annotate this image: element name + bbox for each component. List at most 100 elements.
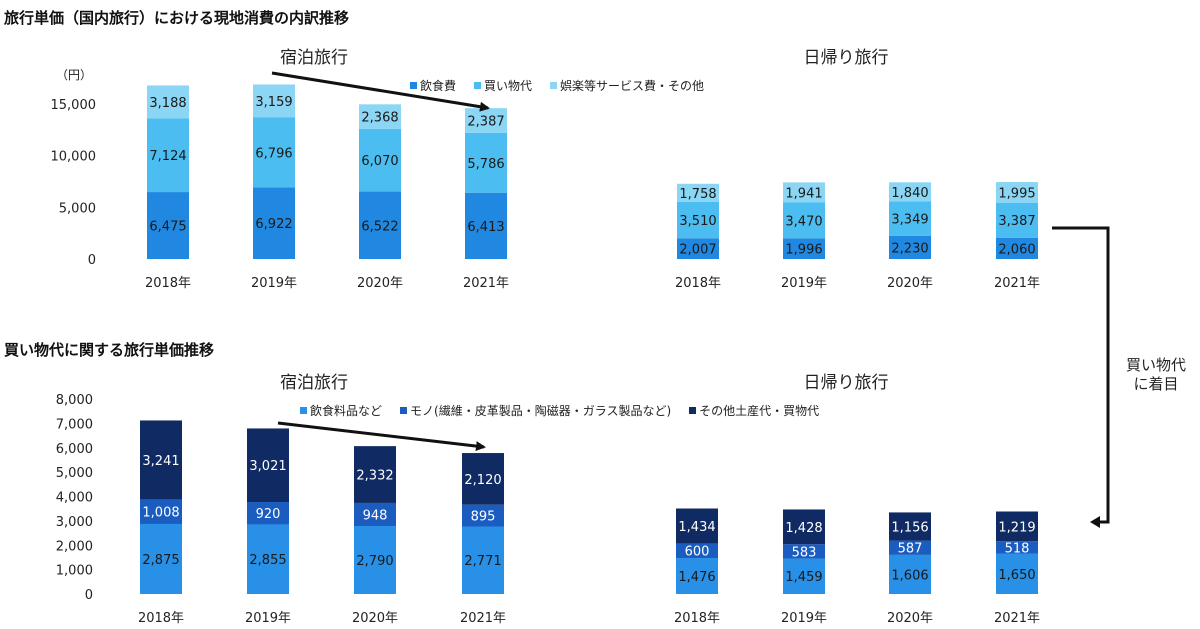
bar-segment [253, 187, 295, 259]
legend-label-food: 飲食費 [420, 79, 457, 93]
bar-segment [359, 128, 401, 192]
data-label: 2,230 [891, 241, 928, 256]
legend-swatch-shopping [474, 82, 482, 89]
data-label: 3,349 [891, 213, 928, 228]
bar-segment [783, 182, 825, 203]
data-label: 6,070 [361, 154, 398, 169]
category-label: 2019年 [781, 276, 827, 291]
bar-segment [465, 108, 507, 133]
data-label: 1,008 [142, 506, 179, 521]
category-label: 2021年 [460, 611, 506, 626]
category-label: 2018年 [145, 276, 191, 291]
bar-segment [783, 509, 825, 545]
bar-segment [359, 104, 401, 129]
y-tick-label: 0 [88, 253, 96, 268]
legend-item-goods: モノ(繊維・皮革製品・陶磁器・ガラス製品など) [400, 402, 671, 419]
bar-segment [462, 504, 504, 527]
data-label: 6,522 [361, 219, 398, 234]
bar-segment [783, 202, 825, 239]
bottom-section-title: 買い物代に関する旅行単価推移 [4, 341, 215, 359]
bottom-overnight-title: 宿泊旅行 [280, 373, 348, 393]
bar-segment [354, 526, 396, 594]
bar-segment [462, 453, 504, 505]
top-section-title: 旅行単価（国内旅行）における現地消費の内訳推移 [4, 9, 350, 27]
bar-segment [676, 508, 718, 544]
y-tick-label: 1,000 [56, 564, 93, 579]
legend-item-entertainment: 娯楽等サービス費・その他 [550, 77, 704, 94]
data-label: 2,007 [679, 243, 716, 258]
data-label: 6,475 [149, 220, 186, 235]
bar-segment [253, 117, 295, 188]
bar-segment [147, 192, 189, 259]
bar-segment [996, 182, 1038, 203]
category-label: 2018年 [674, 611, 720, 626]
data-label: 587 [898, 542, 923, 557]
data-label: 6,413 [467, 220, 504, 235]
legend-item-other-souvenirs: その他土産代・買物代 [689, 402, 819, 419]
bar-segment [677, 201, 719, 239]
focus-connector-arrowhead [1090, 516, 1100, 528]
bar-segment [996, 541, 1038, 554]
bar-segment [677, 238, 719, 259]
bar-segment [354, 502, 396, 527]
bar-segment [253, 84, 295, 118]
bar-segment [359, 191, 401, 259]
y-tick-label: 15,000 [51, 98, 97, 113]
bar-segment [140, 523, 182, 594]
legend-item-shopping: 買い物代 [474, 77, 532, 94]
bar-segment [147, 85, 189, 119]
data-label: 7,124 [149, 149, 186, 164]
data-label: 600 [685, 545, 710, 560]
category-label: 2021年 [994, 611, 1040, 626]
data-label: 3,510 [679, 214, 716, 229]
category-label: 2018年 [138, 611, 184, 626]
data-label: 1,219 [998, 520, 1035, 535]
bar-segment [677, 183, 719, 202]
data-label: 948 [363, 508, 388, 523]
data-label: 2,332 [356, 469, 393, 484]
legend-label-shopping: 買い物代 [484, 79, 533, 93]
side-note-line1: 買い物代 [1125, 356, 1186, 374]
bar-segment [465, 192, 507, 259]
bar-segment [462, 526, 504, 594]
data-label: 1,995 [998, 186, 1035, 201]
bar-segment [465, 132, 507, 193]
legend-item-food: 飲食費 [410, 77, 456, 94]
top-trend-arrow [271, 71, 490, 112]
data-label: 583 [792, 545, 817, 560]
data-label: 3,159 [255, 95, 292, 110]
bar-segment [996, 202, 1038, 238]
category-label: 2020年 [887, 611, 933, 626]
data-label: 2,790 [356, 554, 393, 569]
category-label: 2020年 [352, 611, 398, 626]
bar-segment [783, 558, 825, 594]
top-overnight-title: 宿泊旅行 [280, 48, 348, 68]
bar-segment [996, 511, 1038, 542]
data-label: 1,840 [891, 186, 928, 201]
bar-segment [783, 544, 825, 559]
bottom-legend: 飲食料品など モノ(繊維・皮革製品・陶磁器・ガラス製品など) その他土産代・買物… [300, 402, 819, 419]
category-label: 2019年 [245, 611, 291, 626]
data-label: 1,758 [679, 187, 716, 202]
data-label: 1,156 [891, 520, 928, 535]
category-label: 2020年 [887, 276, 933, 291]
bar-segment [889, 512, 931, 541]
legend-label-other-souvenirs: その他土産代・買物代 [699, 404, 820, 418]
data-label: 1,476 [678, 570, 715, 585]
side-note: 買い物代 に着目 [1112, 356, 1200, 394]
bar-segment [783, 238, 825, 259]
data-label: 2,771 [464, 554, 501, 569]
data-label: 3,470 [785, 214, 822, 229]
bar-segment [140, 420, 182, 500]
bar-segment [354, 446, 396, 503]
data-label: 920 [256, 507, 281, 522]
bar-segment [889, 554, 931, 594]
data-label: 2,855 [249, 553, 286, 568]
bar-segment [676, 558, 718, 594]
legend-label-food-products: 飲食料品など [310, 404, 383, 418]
data-label: 1,606 [891, 568, 928, 583]
category-label: 2018年 [675, 276, 721, 291]
bar-segment [676, 543, 718, 559]
data-label: 2,060 [998, 242, 1035, 257]
category-label: 2021年 [994, 276, 1040, 291]
